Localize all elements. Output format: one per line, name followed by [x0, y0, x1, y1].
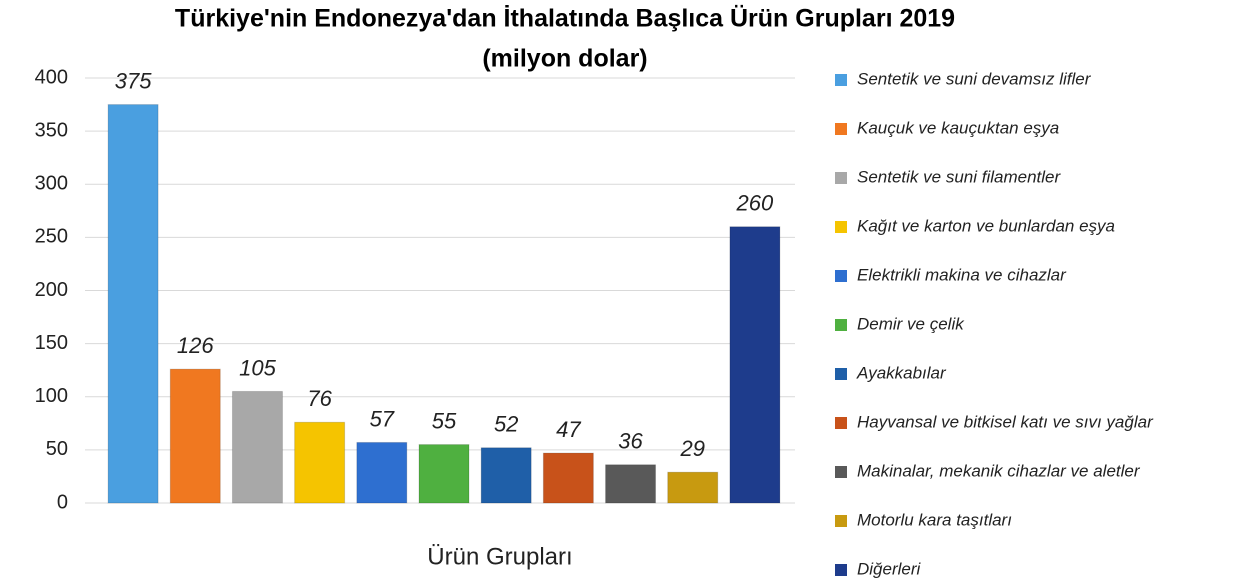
y-tick-label: 350 [35, 119, 68, 141]
y-tick-label: 400 [35, 66, 68, 88]
bar [418, 444, 470, 504]
data-label: 55 [432, 408, 457, 433]
legend-label: Hayvansal ve bitkisel katı ve sıvı yağla… [857, 412, 1154, 431]
y-tick-label: 300 [35, 173, 68, 195]
y-tick-label: 150 [35, 332, 68, 354]
legend-label: Ayakkabılar [856, 363, 947, 382]
legend-label: Makinalar, mekanik cihazlar ve aletler [857, 461, 1141, 480]
data-label: 76 [307, 386, 332, 411]
data-label: 126 [177, 333, 214, 358]
y-tick-label: 0 [57, 491, 68, 513]
data-label: 52 [494, 412, 518, 437]
legend-swatch [835, 123, 847, 135]
legend-swatch [835, 270, 847, 282]
legend-label: Elektrikli makina ve cihazlar [857, 265, 1067, 284]
legend-label: Diğerleri [857, 559, 922, 578]
y-tick-label: 250 [35, 226, 68, 248]
y-tick-label: 50 [46, 438, 68, 460]
legend-swatch [835, 368, 847, 380]
data-label: 57 [370, 406, 395, 431]
legend-swatch [835, 466, 847, 478]
legend-label: Sentetik ve suni devamsız lifler [857, 69, 1092, 88]
data-label: 29 [679, 436, 704, 461]
bar [667, 471, 719, 504]
bar [356, 441, 408, 504]
data-label: 47 [556, 417, 581, 442]
bar [605, 464, 657, 504]
bar [231, 390, 283, 504]
legend-label: Demir ve çelik [857, 314, 965, 333]
data-label: 105 [239, 355, 276, 380]
chart-subtitle: (milyon dolar) [482, 45, 647, 73]
y-tick-label: 200 [35, 279, 68, 301]
bar [542, 452, 594, 504]
legend-swatch [835, 319, 847, 331]
legend-swatch [835, 564, 847, 576]
legend-swatch [835, 172, 847, 184]
legend-swatch [835, 417, 847, 429]
bar [107, 104, 159, 504]
legend-label: Kauçuk ve kauçuktan eşya [857, 118, 1059, 137]
data-label: 375 [115, 68, 152, 93]
x-axis-label: Ürün Grupları [427, 543, 572, 570]
bar [169, 368, 221, 504]
chart-title: Türkiye'nin Endonezya'dan İthalatında Ba… [175, 4, 955, 33]
y-tick-label: 100 [35, 385, 68, 407]
legend-swatch [835, 515, 847, 527]
bar [480, 447, 532, 504]
data-label: 260 [736, 191, 774, 216]
legend-swatch [835, 221, 847, 233]
data-label: 36 [618, 429, 643, 454]
bar [729, 226, 781, 504]
legend-label: Kağıt ve karton ve bunlardan eşya [857, 216, 1115, 235]
legend-label: Sentetik ve suni filamentler [857, 167, 1061, 186]
legend-swatch [835, 74, 847, 86]
legend-label: Motorlu kara taşıtları [857, 510, 1012, 529]
bar [294, 421, 346, 504]
